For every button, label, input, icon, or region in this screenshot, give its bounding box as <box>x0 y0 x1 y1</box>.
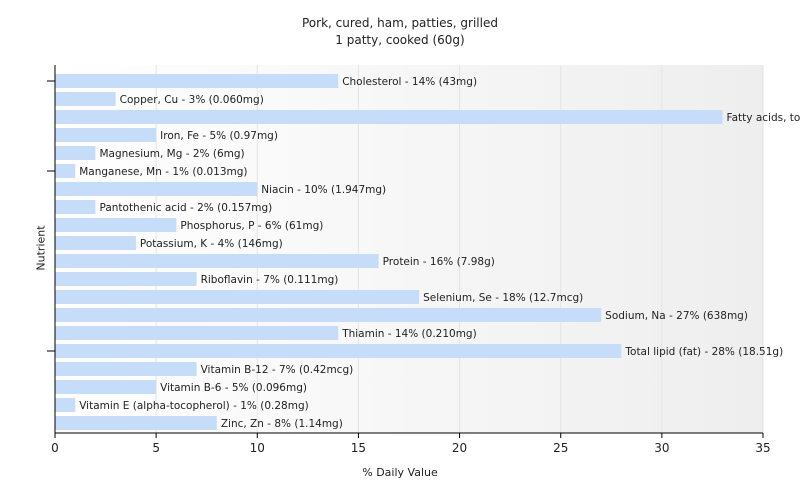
data-label: Zinc, Zn - 8% (1.14mg) <box>221 418 343 430</box>
bar <box>55 146 96 160</box>
data-label: Pantothenic acid - 2% (0.157mg) <box>99 202 272 214</box>
data-label: Total lipid (fat) - 28% (18.51g) <box>624 346 783 358</box>
bar <box>55 182 258 196</box>
bar <box>55 308 602 322</box>
bar <box>55 218 177 232</box>
data-label: Protein - 16% (7.98g) <box>383 256 495 268</box>
data-label: Copper, Cu - 3% (0.060mg) <box>120 94 264 106</box>
data-label: Thiamin - 14% (0.210mg) <box>341 328 477 340</box>
x-tick-label: 5 <box>152 441 160 455</box>
bar <box>55 128 157 142</box>
bar <box>55 290 420 304</box>
bar <box>55 326 339 340</box>
bar <box>55 344 622 358</box>
bar <box>55 110 723 124</box>
data-label: Vitamin B-6 - 5% (0.096mg) <box>160 382 307 394</box>
data-label: Cholesterol - 14% (43mg) <box>342 76 477 88</box>
x-tick-label: 0 <box>51 441 59 455</box>
data-label: Vitamin B-12 - 7% (0.42mcg) <box>201 364 354 376</box>
bar <box>55 416 217 430</box>
bar <box>55 164 76 178</box>
x-tick-label: 20 <box>452 441 467 455</box>
data-label: Niacin - 10% (1.947mg) <box>261 184 386 196</box>
bar <box>55 200 96 214</box>
data-label: Magnesium, Mg - 2% (6mg) <box>99 148 244 160</box>
data-label: Potassium, K - 4% (146mg) <box>140 238 283 250</box>
bar <box>55 92 116 106</box>
x-axis-title: % Daily Value <box>362 466 438 479</box>
data-label: Manganese, Mn - 1% (0.013mg) <box>79 166 247 178</box>
data-label: Iron, Fe - 5% (0.97mg) <box>160 130 278 142</box>
x-tick-label: 25 <box>553 441 568 455</box>
bar <box>55 362 197 376</box>
x-tick-label: 30 <box>654 441 669 455</box>
bar <box>55 398 76 412</box>
bar <box>55 74 339 88</box>
data-label: Fatty acids, total saturated - 33% (6.65… <box>727 112 800 124</box>
chart-subtitle: 1 patty, cooked (60g) <box>335 33 465 47</box>
chart-title: Pork, cured, ham, patties, grilled <box>302 16 498 30</box>
bar <box>55 272 197 286</box>
x-tick-label: 35 <box>755 441 770 455</box>
data-label: Selenium, Se - 18% (12.7mcg) <box>423 292 583 304</box>
bar <box>55 380 157 394</box>
data-label: Riboflavin - 7% (0.111mg) <box>201 274 339 286</box>
bar <box>55 236 136 250</box>
x-tick-label: 15 <box>351 441 366 455</box>
data-label: Vitamin E (alpha-tocopherol) - 1% (0.28m… <box>79 400 309 412</box>
data-label: Phosphorus, P - 6% (61mg) <box>180 220 323 232</box>
y-axis-title: Nutrient <box>34 225 48 271</box>
data-label: Sodium, Na - 27% (638mg) <box>605 310 748 322</box>
x-tick-label: 10 <box>250 441 265 455</box>
bar <box>55 254 379 268</box>
